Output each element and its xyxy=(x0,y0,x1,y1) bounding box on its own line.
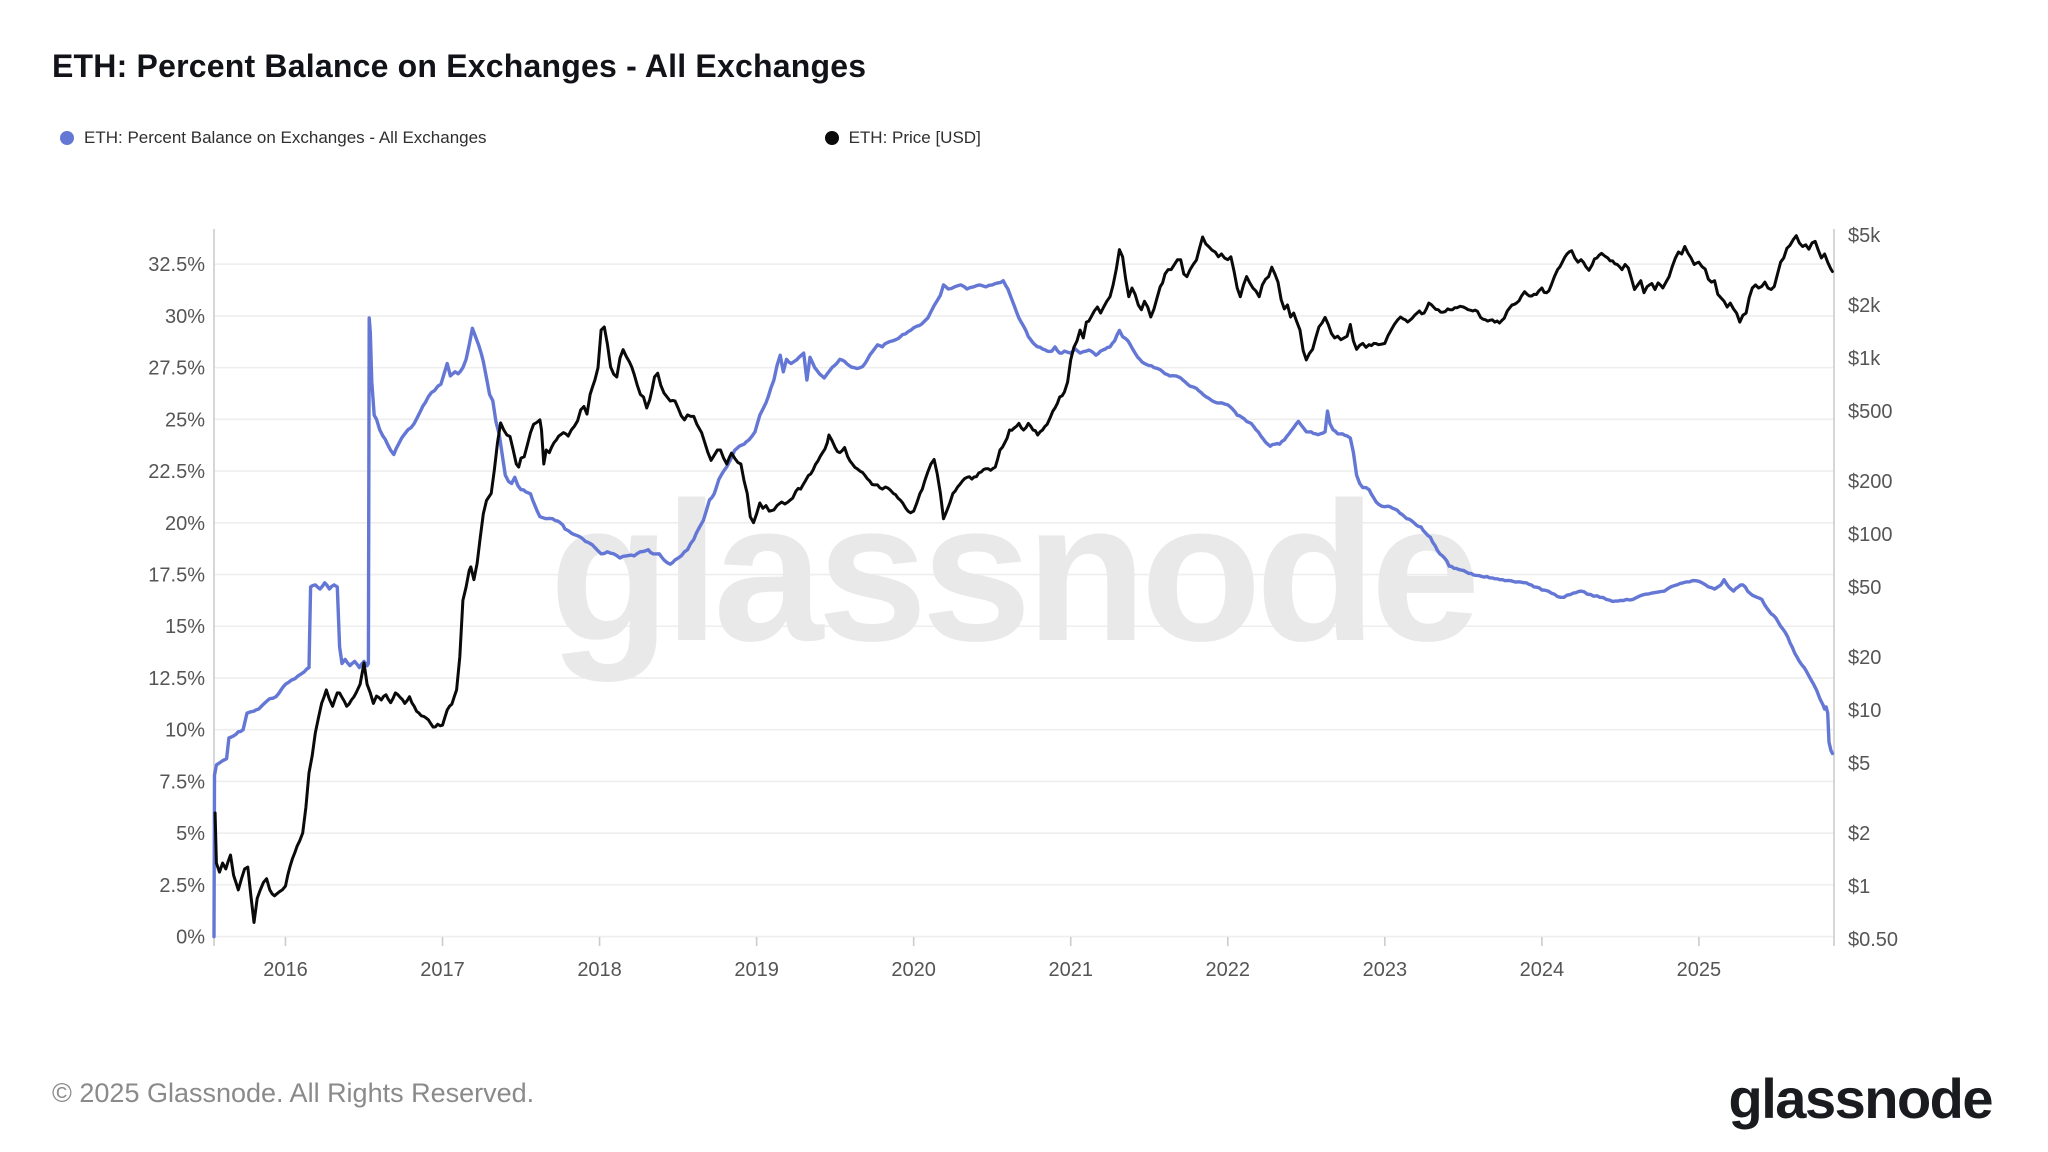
y-axis-right-labels: $5k $2k $1k $500 $200 $100 $50 $20 $10 $5 $2 $1 $0.5… xyxy=(1848,225,1898,951)
legend-label-price: ETH: Price [USD] xyxy=(848,128,981,147)
svg-text:7.5%: 7.5% xyxy=(159,771,205,793)
svg-text:2025: 2025 xyxy=(1677,959,1722,981)
svg-text:2022: 2022 xyxy=(1206,959,1251,981)
legend: ETH: Percent Balance on Exchanges - All … xyxy=(60,128,981,148)
svg-text:$10: $10 xyxy=(1848,700,1881,722)
svg-text:22.5%: 22.5% xyxy=(148,461,205,483)
svg-text:2021: 2021 xyxy=(1048,959,1093,981)
svg-text:$20: $20 xyxy=(1848,647,1881,669)
y-axis-left-labels: 0% 2.5% 5% 7.5% 10% 12.5% 15% 17.5% 20% 22.5% 25% 2… xyxy=(148,254,205,948)
svg-text:10%: 10% xyxy=(165,720,205,742)
svg-text:2024: 2024 xyxy=(1520,959,1565,981)
svg-text:$100: $100 xyxy=(1848,524,1893,546)
svg-text:25%: 25% xyxy=(165,409,205,431)
copyright-text: © 2025 Glassnode. All Rights Reserved. xyxy=(52,1078,535,1108)
page-title: ETH: Percent Balance on Exchanges - All … xyxy=(52,48,867,84)
price-line xyxy=(213,234,1834,924)
glassnode-logo[interactable]: glassnode xyxy=(1728,1067,1994,1130)
svg-text:2020: 2020 xyxy=(891,959,936,981)
percent-balance-line xyxy=(212,279,1835,939)
svg-text:$200: $200 xyxy=(1848,471,1893,493)
legend-item-percent-balance[interactable]: ETH: Percent Balance on Exchanges - All … xyxy=(60,128,487,148)
svg-text:2018: 2018 xyxy=(577,959,622,981)
svg-text:20%: 20% xyxy=(165,513,205,535)
svg-text:32.5%: 32.5% xyxy=(148,254,205,276)
svg-text:$5k: $5k xyxy=(1848,225,1881,247)
svg-text:17.5%: 17.5% xyxy=(148,565,205,587)
svg-text:$2: $2 xyxy=(1848,823,1870,845)
svg-text:$5: $5 xyxy=(1848,753,1870,775)
svg-text:$1: $1 xyxy=(1848,876,1870,898)
svg-text:$1k: $1k xyxy=(1848,348,1881,370)
x-axis-labels: 2016 2017 2018 2019 2020 2021 2022 2023 2024 2025 xyxy=(263,937,1721,981)
legend-dot-blue-icon xyxy=(60,131,74,145)
svg-text:2019: 2019 xyxy=(734,959,779,981)
legend-item-price[interactable]: ETH: Price [USD] xyxy=(824,128,981,148)
svg-text:12.5%: 12.5% xyxy=(148,668,205,690)
glassnode-watermark: glassnode xyxy=(549,461,1474,682)
svg-text:0%: 0% xyxy=(176,927,205,949)
legend-dot-black-icon xyxy=(824,131,839,145)
svg-text:2023: 2023 xyxy=(1363,959,1408,981)
svg-text:30%: 30% xyxy=(165,306,205,328)
svg-text:$2k: $2k xyxy=(1848,295,1881,317)
svg-text:5%: 5% xyxy=(176,823,205,845)
svg-text:$500: $500 xyxy=(1848,401,1893,423)
svg-text:2017: 2017 xyxy=(420,959,465,981)
svg-text:15%: 15% xyxy=(165,616,205,638)
svg-text:$0.50: $0.50 xyxy=(1848,929,1898,951)
legend-label-percent-balance: ETH: Percent Balance on Exchanges - All … xyxy=(84,128,487,147)
svg-text:27.5%: 27.5% xyxy=(148,358,205,380)
svg-text:2.5%: 2.5% xyxy=(159,875,205,897)
svg-text:2016: 2016 xyxy=(263,959,308,981)
svg-text:$50: $50 xyxy=(1848,577,1881,599)
